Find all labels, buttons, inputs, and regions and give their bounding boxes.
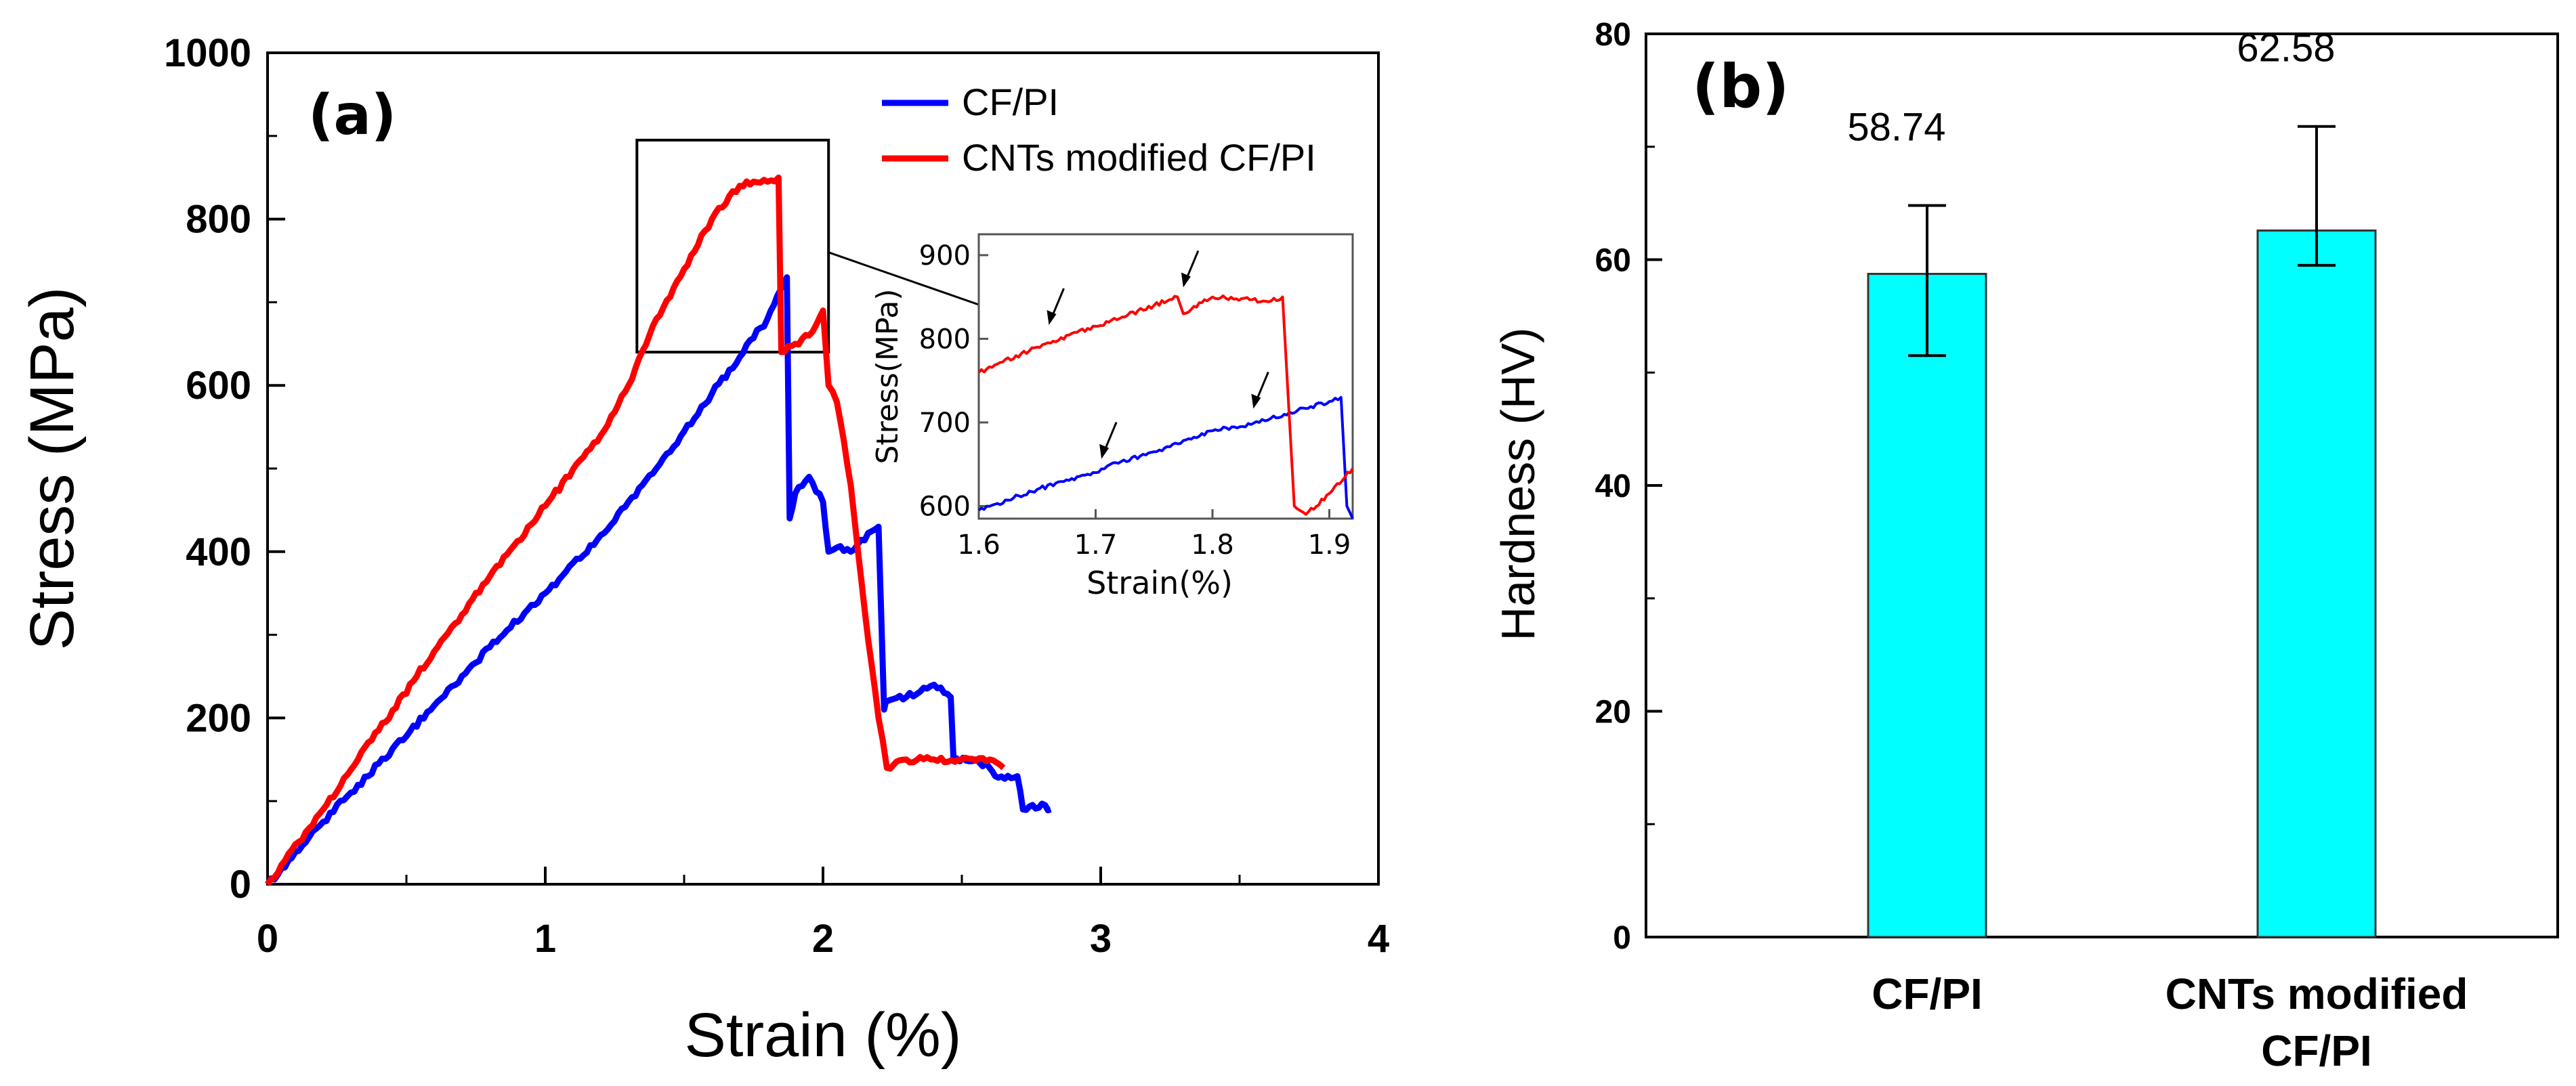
- inset-chart: 600 700 800 900 1.6 1.7 1.8 1.9 Strain(%) Stre…: [870, 233, 1354, 601]
- inset-y-tick-label: 800: [919, 324, 971, 355]
- zoom-rectangle: [635, 138, 830, 354]
- y-axis-title-b: Hardness (HV): [1492, 328, 1544, 641]
- y-tick-labels-b: 0 20 40 60 80: [1595, 17, 1631, 956]
- zoom-box: [635, 138, 979, 354]
- x-tick-label-a: 4: [1368, 917, 1389, 961]
- inset-series-line-cnts-modified-cfpi: [977, 294, 1354, 516]
- y-tick-label-a: 1000: [164, 31, 251, 75]
- inset-series-line-cfpi: [977, 395, 1354, 519]
- panel-label-b: (b): [1692, 51, 1789, 121]
- bar: [1867, 273, 1987, 938]
- inset-arrows: [1047, 250, 1269, 459]
- y-tick-label-a: 600: [186, 364, 251, 408]
- inset-x-tick-label: 1.9: [1308, 529, 1351, 561]
- plot-frame-b: [1645, 32, 2559, 938]
- series-line-cnts-modified-cfpi: [265, 174, 1006, 886]
- stress-strain-chart: 0 200 400 600 800 1000 0 1 2 3 4 (a) Strain (%) S…: [18, 31, 1389, 1070]
- legend-a: CF/PI CNTs modified CF/PI: [882, 81, 1316, 179]
- y-tick-label-a: 400: [186, 530, 251, 574]
- inset-x-tick-label: 1.7: [1074, 529, 1118, 561]
- bar-value-label: 58.74: [1847, 105, 1945, 149]
- inset-y-tick-label: 900: [919, 240, 971, 272]
- inset-x-tick-labels: 1.6 1.7 1.8 1.9: [957, 529, 1351, 561]
- x-tick-label-a: 2: [812, 917, 834, 961]
- series-line-cfpi: [265, 274, 1052, 886]
- y-tick-label-b: 80: [1595, 17, 1631, 53]
- legend-label-cnts: CNTs modified CF/PI: [962, 136, 1316, 179]
- y-tick-label-b: 0: [1613, 920, 1631, 956]
- x-tick-label-a: 0: [257, 917, 278, 961]
- legend-label-cfpi: CF/PI: [962, 81, 1059, 123]
- y-axis-title-a: Stress (MPa): [18, 287, 87, 651]
- y-tick-label-a: 200: [186, 696, 251, 740]
- category-label: CF/PI: [2261, 1026, 2372, 1075]
- inset-arrow-head: [1099, 443, 1110, 459]
- bars-b: 58.74 62.58: [1847, 26, 2377, 938]
- inset-frame: [977, 233, 1354, 520]
- x-tick-label-a: 3: [1090, 917, 1112, 961]
- inset-y-axis-title: Stress(MPa): [870, 288, 905, 464]
- category-label: CNTs modified: [2166, 970, 2468, 1018]
- tick-marks-b: [1646, 32, 1662, 938]
- y-tick-label-b: 60: [1595, 243, 1631, 279]
- x-axis-title-a: Strain (%): [685, 1001, 962, 1070]
- y-tick-label-b: 20: [1595, 695, 1631, 731]
- inset-arrow-head: [1047, 310, 1057, 326]
- inset-x-tick-label: 1.8: [1191, 529, 1234, 561]
- panel-label-a: (a): [308, 83, 396, 148]
- bar-value-label: 62.58: [2237, 26, 2335, 70]
- bar: [2256, 229, 2377, 938]
- y-tick-labels-a: 0 200 400 600 800 1000: [164, 31, 251, 907]
- inset-arrow-head: [1251, 393, 1261, 409]
- x-tick-labels-a: 0 1 2 3 4: [257, 917, 1389, 961]
- x-tick-label-a: 1: [534, 917, 556, 961]
- y-tick-label-a: 0: [230, 863, 251, 907]
- inset-arrow-head: [1181, 272, 1191, 288]
- zoom-leader-line: [828, 251, 979, 306]
- series-lines-a: [265, 174, 1052, 886]
- inset-series-lines: [977, 294, 1354, 519]
- inset-y-tick-labels: 600 700 800 900: [919, 240, 971, 523]
- y-tick-label-b: 40: [1595, 469, 1631, 504]
- category-labels-b: CF/PI CNTs modified CF/PI: [1872, 970, 2468, 1075]
- inset-y-tick-label: 700: [919, 408, 971, 439]
- y-tick-label-a: 800: [186, 198, 251, 242]
- category-label: CF/PI: [1872, 970, 1983, 1018]
- inset-x-tick-label: 1.6: [957, 529, 1000, 561]
- inset-x-axis-title: Strain(%): [1086, 565, 1233, 601]
- inset-y-tick-label: 600: [919, 491, 971, 522]
